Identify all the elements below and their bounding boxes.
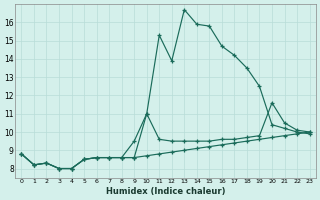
X-axis label: Humidex (Indice chaleur): Humidex (Indice chaleur) bbox=[106, 187, 225, 196]
